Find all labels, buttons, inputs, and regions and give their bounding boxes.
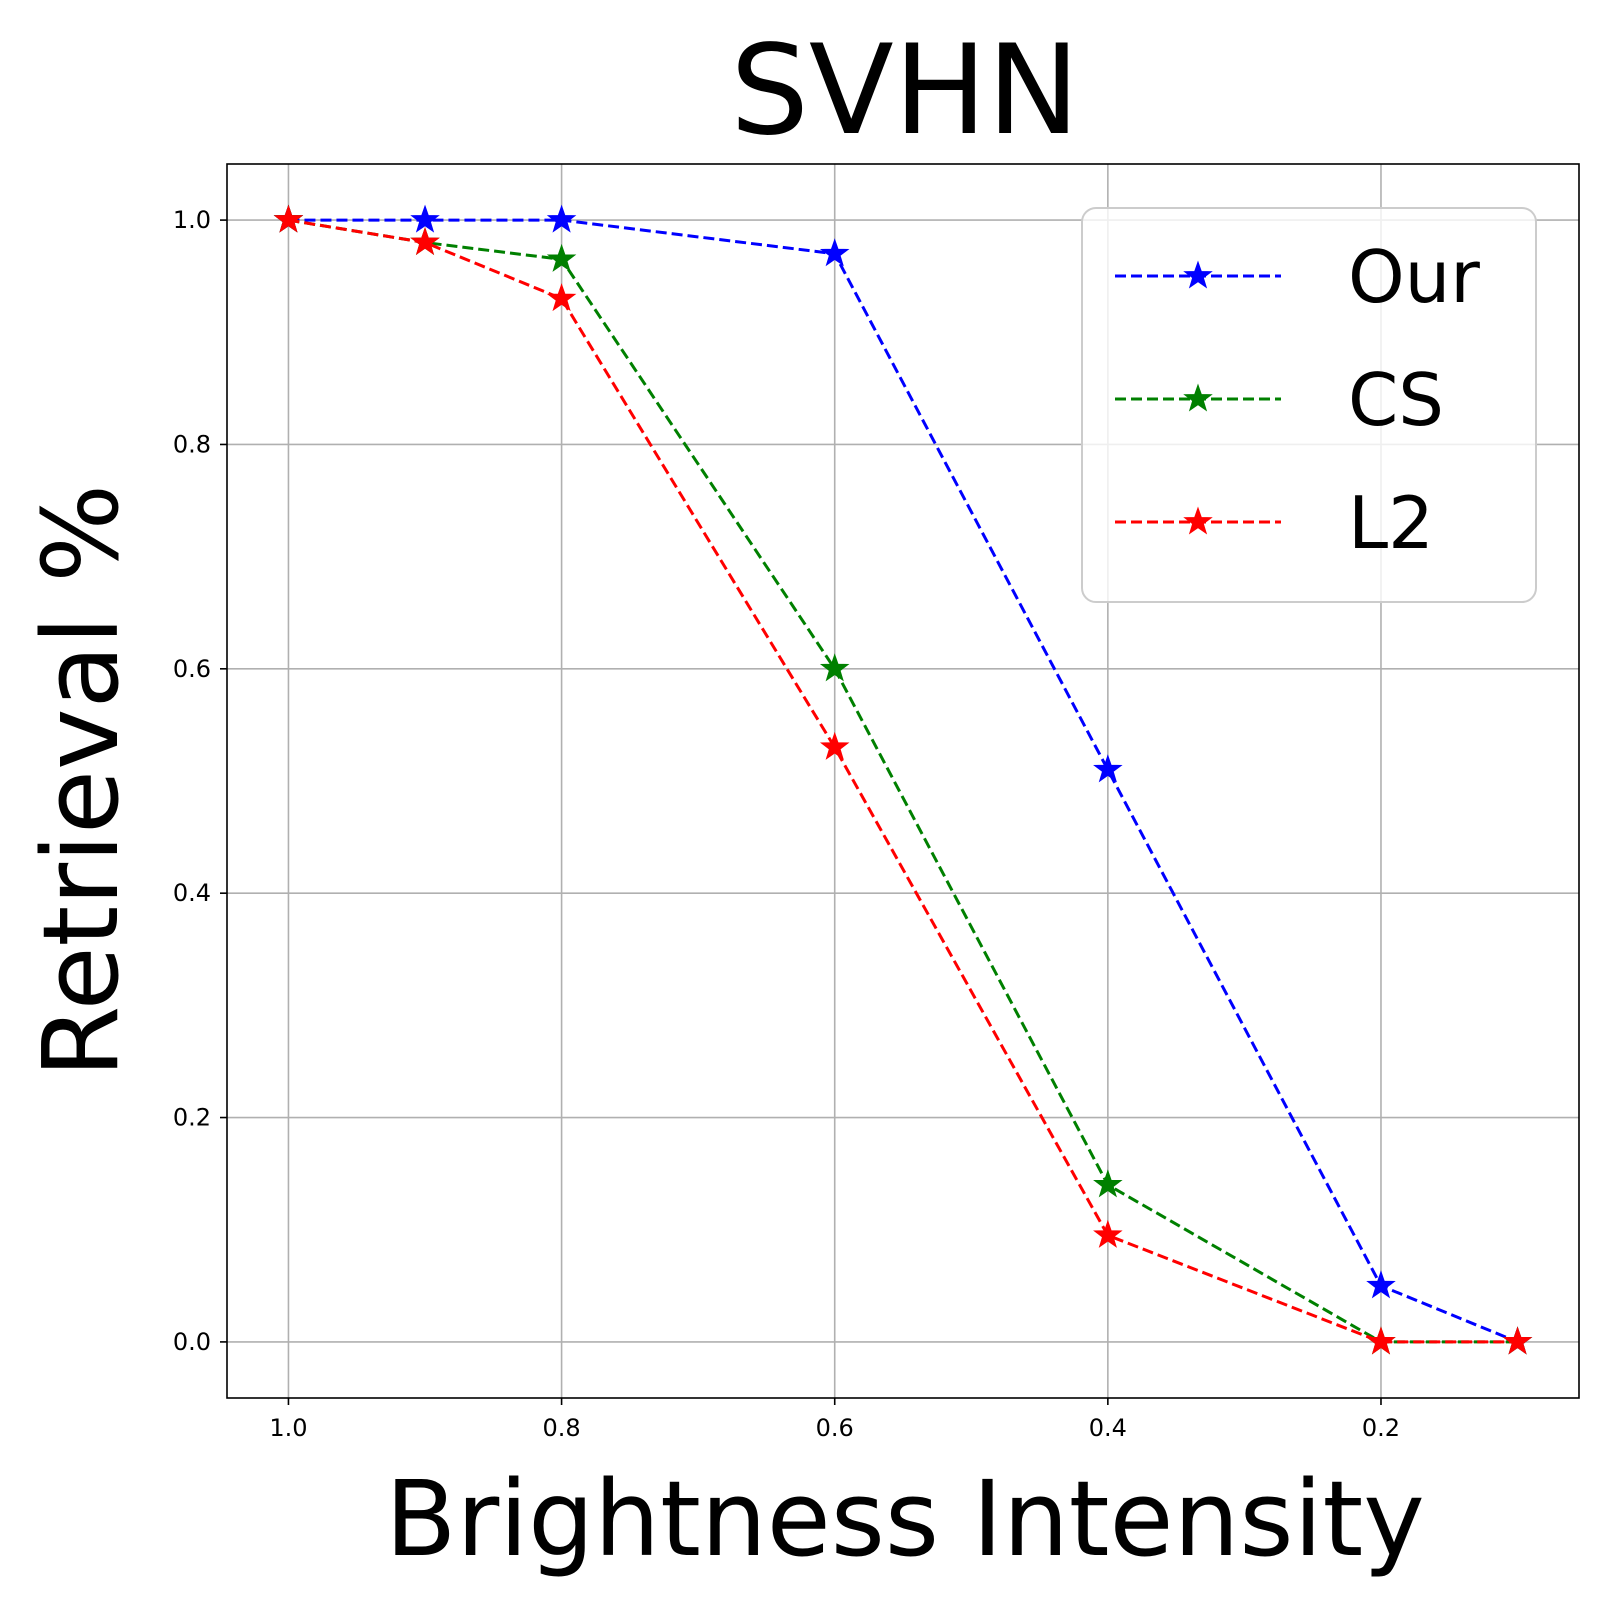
y-tick-label: 1.0	[173, 206, 211, 234]
data-point-cs	[1093, 1169, 1123, 1198]
plot-area-frame	[226, 163, 1580, 1399]
x-tick-label: 1.0	[269, 1414, 307, 1442]
chart-title: SVHN	[730, 19, 1080, 163]
x-tick-label: 0.2	[1362, 1414, 1400, 1442]
x-tick-label: 0.6	[816, 1414, 854, 1442]
data-point-l2	[1502, 1326, 1533, 1355]
data-point-our	[819, 238, 850, 267]
y-tick-label: 0.4	[173, 879, 211, 907]
axis-ticks: 1.0 0.8 0.6 0.4 0.2 0.0 0.2 0.4 0.6 0.8 1.0	[173, 206, 1400, 1442]
legend-marker-cs	[1183, 383, 1213, 412]
x-tick-label: 0.8	[542, 1414, 580, 1442]
data-point-l2	[410, 227, 440, 256]
x-axis-label: Brightness Intensity	[385, 1458, 1425, 1580]
y-tick-label: 0.6	[173, 655, 211, 683]
legend-label-l2: L2	[1348, 481, 1434, 565]
data-point-our	[546, 204, 577, 233]
y-tick-label: 0.0	[173, 1328, 211, 1356]
y-tick-label: 0.8	[173, 430, 211, 458]
legend-marker-l2	[1183, 506, 1213, 535]
legend-label-cs: CS	[1348, 358, 1444, 442]
data-point-l2	[819, 731, 850, 760]
y-tick-label: 0.2	[173, 1104, 211, 1132]
x-tick-label: 0.4	[1089, 1414, 1127, 1442]
data-point-l2	[546, 283, 577, 312]
data-point-cs	[819, 653, 850, 682]
data-point-our	[410, 204, 440, 233]
y-axis-label: Retrieval %	[20, 484, 142, 1078]
legend-box	[1081, 207, 1537, 603]
series-l2	[273, 204, 1533, 1355]
data-point-cs	[546, 243, 577, 272]
data-point-l2	[273, 204, 304, 233]
legend-marker-our	[1183, 260, 1213, 289]
data-point-our	[1366, 1270, 1396, 1299]
data-series	[273, 204, 1533, 1355]
legend-label-our: Our	[1348, 235, 1480, 319]
data-point-l2	[1093, 1219, 1123, 1248]
data-point-our	[1093, 754, 1123, 783]
legend: Our CS L2	[1081, 207, 1537, 603]
data-point-l2	[1366, 1326, 1396, 1355]
